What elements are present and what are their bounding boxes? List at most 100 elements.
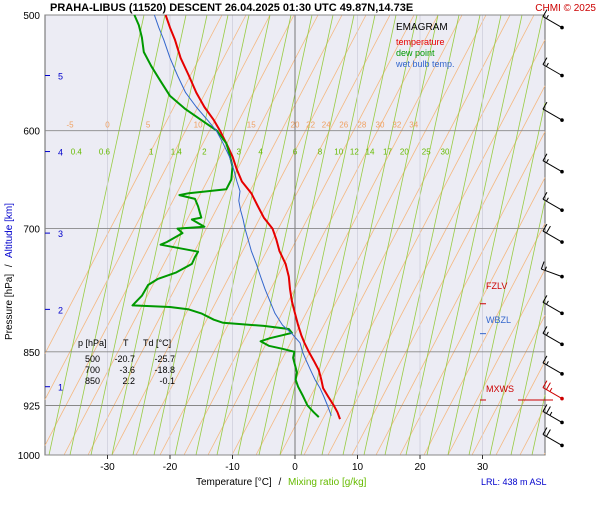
mixing-ratio-line (531, 394, 546, 456)
wind-barb (542, 295, 564, 316)
adiabat-label: 28 (357, 121, 366, 130)
wind-barb-half-flag (549, 411, 553, 416)
x-tick-label: 10 (352, 462, 364, 473)
wind-barb-flag (542, 427, 548, 435)
x-tick-label: 0 (292, 462, 298, 473)
table-row-500-p: 500 (85, 354, 100, 364)
dry-adiabat-line (87, 14, 319, 456)
dry-adiabat-line (279, 14, 511, 456)
mixing-ratio-line (321, 14, 418, 456)
mixing-ratio-line (384, 14, 481, 456)
wind-barb-shaft (542, 230, 563, 243)
series-layer (131, 14, 341, 420)
mixing-ratio-label: 2 (202, 148, 207, 157)
wind-barb-flag (542, 9, 548, 17)
adiabat-label: 34 (409, 121, 418, 130)
grid-layer (44, 14, 546, 456)
wind-barb-half-flag (545, 361, 549, 366)
dry-adiabat-line (44, 14, 223, 354)
series-wet-bulb-temp-line (153, 14, 332, 416)
wind-barb-flag (545, 225, 551, 234)
wind-barb-shaft (542, 301, 563, 314)
x-tick-label: -20 (163, 462, 178, 473)
legend-temperature: temperature (396, 37, 445, 47)
table-row-850-p: 850 (85, 376, 100, 386)
wind-barb-flag (542, 57, 548, 65)
dry-adiabat-line (327, 39, 546, 456)
pressure-tick-label: 1000 (18, 451, 41, 462)
wind-barb-half-flag (545, 300, 549, 305)
adiabat-label: 20 (291, 121, 300, 130)
wind-barb (542, 153, 564, 174)
altitude-tick-label: 5 (58, 72, 63, 82)
dry-adiabat-line (495, 361, 546, 456)
dry-adiabat-line (44, 14, 247, 400)
wind-barb-flag (542, 326, 548, 334)
fzlv-label: FZLV (486, 281, 507, 291)
wind-barb (542, 192, 564, 212)
y-axis-label-altitude: Altitude [km] (4, 203, 15, 258)
wind-barb-flag (542, 404, 548, 412)
table-header-td: Td [°C] (143, 338, 171, 348)
table-row-500-td: -25.7 (154, 354, 175, 364)
wind-barb-shaft (542, 411, 563, 423)
mixing-ratio-line (300, 14, 397, 456)
table-row-700-p: 700 (85, 365, 100, 375)
special-levels: FZLV WBZL MXWS (486, 281, 514, 394)
dry-adiabat-line (375, 131, 546, 456)
altitude-tick-label: 1 (58, 383, 63, 393)
series-dew-point-line (131, 14, 320, 418)
table-row-500-t: -20.7 (114, 354, 135, 364)
wind-barb (542, 9, 564, 30)
dry-adiabat-line (351, 85, 546, 456)
wind-barb-flag (542, 153, 548, 161)
chart-title: PRAHA-LIBUS (11520) DESCENT 26.04.2025 0… (50, 2, 413, 14)
mixing-ratio-label: 12 (350, 148, 359, 157)
mixing-ratio-line (405, 14, 502, 456)
adiabat-label: -5 (66, 121, 74, 130)
mixing-ratio-line (69, 14, 166, 456)
mixing-ratio-line (342, 14, 439, 456)
mixing-ratio-label: 20 (400, 148, 409, 157)
mixing-ratio-line (48, 14, 145, 456)
table-row-850-td: -0.1 (159, 376, 175, 386)
wind-barb (542, 355, 564, 376)
mixing-ratio-line (258, 14, 355, 456)
x-axis-label-sep: / (278, 477, 281, 488)
wbzl-label: WBZL (486, 315, 511, 325)
altitude-tick-label: 4 (58, 148, 63, 158)
wind-barb-flag (542, 355, 548, 364)
table-row-700-td: -18.8 (154, 365, 175, 375)
wind-barb-shaft (542, 64, 563, 76)
svg-text:Pressure [hPa] /: Pressure [hPa] / Altitude [km] (4, 203, 15, 340)
wind-barb-flag (545, 406, 551, 414)
mixing-ratio-line (195, 14, 292, 456)
mixing-ratio-line (468, 102, 546, 456)
dry-adiabat-line (231, 14, 463, 456)
mixing-ratio-line (237, 14, 334, 456)
mixing-ratio-line (489, 200, 546, 456)
pressure-tick-label: 925 (23, 402, 40, 413)
adiabat-label: 32 (392, 121, 401, 130)
wind-barb (542, 101, 564, 122)
mxws-label: MXWS (486, 384, 514, 394)
adiabat-label: 15 (247, 121, 256, 130)
wind-barb-half-flag (545, 197, 549, 202)
copyright-label: CHMI © 2025 (535, 3, 596, 14)
adiabat-label: 0 (105, 121, 110, 130)
dry-adiabat-line (111, 14, 343, 456)
x-axis-label: Temperature [°C] / Mixing ratio [g/kg] (196, 477, 367, 488)
wind-barb-flag (540, 261, 545, 270)
table-header-t: T (123, 338, 129, 348)
wind-barb-flag (542, 380, 548, 388)
adiabat-label: 24 (322, 121, 331, 130)
wind-barb-flag (545, 429, 551, 437)
dry-adiabat-line (399, 177, 546, 456)
table-header-p: p [hPa] (78, 338, 107, 348)
wind-barb-half-flag (545, 158, 549, 163)
wind-barb-flag (542, 192, 548, 200)
wind-barb (542, 427, 564, 448)
mixing-ratio-label: 0.6 (99, 148, 111, 157)
